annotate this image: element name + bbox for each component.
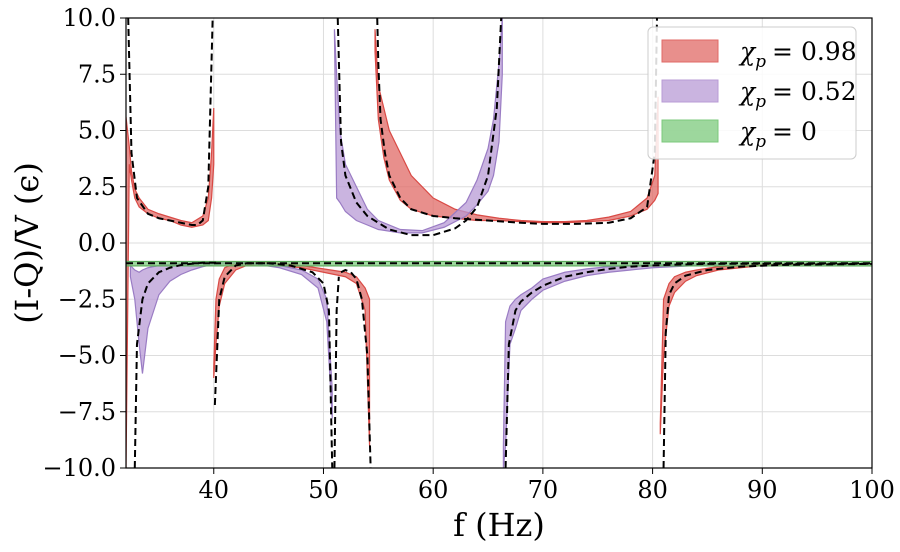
legend-swatch-2: [661, 119, 719, 143]
y-tick-label: −2.5: [58, 285, 116, 313]
band-series-0-0: [126, 107, 215, 468]
x-tick-label: 90: [747, 476, 778, 504]
y-axis-title: (I-Q)/V (ϵ): [8, 162, 46, 324]
legend-label-1: χp = 0.52: [738, 77, 857, 112]
x-tick-label: 40: [198, 476, 229, 504]
legend: χp = 0.98 χp = 0.52 χp = 0: [647, 26, 857, 160]
x-axis: 40 50 60 70 80 90 100: [198, 468, 895, 504]
dashed-lower-5: [662, 262, 872, 468]
reference-curves: [126, 18, 872, 468]
dashed-upper-3: [376, 18, 658, 225]
x-tick-label: 70: [528, 476, 559, 504]
dashed-upper-2: [336, 18, 503, 237]
y-tick-label: 0.0: [78, 229, 116, 257]
dashed-lower-4: [504, 262, 872, 468]
y-tick-label: −10.0: [42, 454, 116, 482]
dashed-lower-3: [340, 268, 372, 468]
y-tick-label: 5.0: [78, 117, 116, 145]
y-axis: −10.0 −7.5 −5.0 −2.5 0.0 2.5 5.0 7.5 10.0: [42, 4, 126, 482]
legend-swatch-1: [661, 79, 719, 103]
legend-label-2: χp = 0: [738, 117, 817, 152]
x-tick-label: 50: [308, 476, 339, 504]
x-tick-label: 60: [418, 476, 449, 504]
band-series-1-0: [129, 261, 333, 419]
band-series-0-1: [213, 261, 371, 446]
dashed-lower-1: [213, 262, 334, 468]
y-tick-label: 10.0: [63, 4, 116, 32]
y-tick-label: −7.5: [58, 398, 116, 426]
y-tick-label: −5.0: [58, 342, 116, 370]
legend-label-0: χp = 0.98: [738, 37, 857, 72]
band-series-0-2: [374, 29, 659, 224]
dashed-upper-1: [127, 18, 214, 226]
x-axis-title: f (Hz): [453, 506, 545, 544]
x-tick-label: 80: [637, 476, 668, 504]
band-series-1-2: [502, 263, 720, 468]
y-tick-label: 2.5: [78, 173, 116, 201]
y-tick-label: 7.5: [78, 60, 116, 88]
x-tick-label: 100: [849, 476, 895, 504]
dashed-lower-0: [133, 261, 218, 468]
band-series-0-3: [659, 263, 872, 435]
legend-swatch-0: [661, 39, 719, 63]
band-series-1-1: [333, 18, 503, 234]
dashed-lower-2: [333, 276, 340, 468]
